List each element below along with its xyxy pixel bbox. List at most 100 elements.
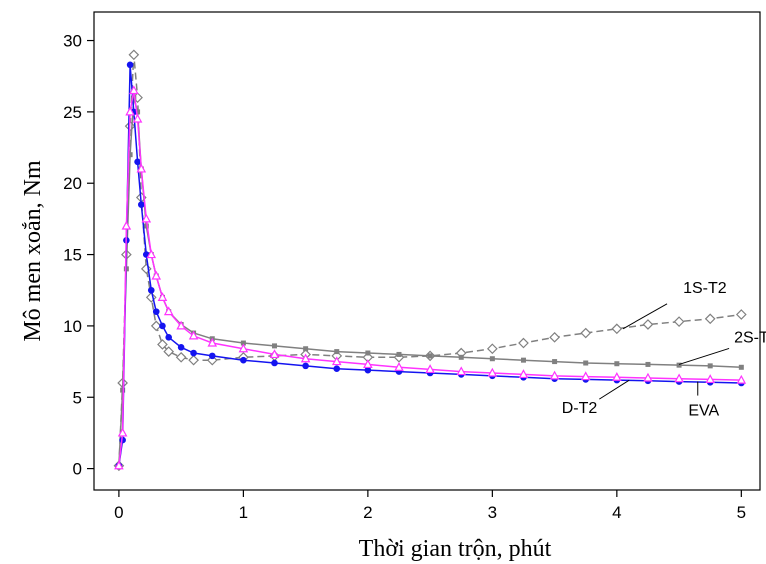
- data-point: [612, 372, 622, 381]
- data-point: [427, 353, 433, 359]
- series-2s-t2: [116, 95, 744, 469]
- data-point: [302, 362, 309, 370]
- x-tick-label: 5: [737, 503, 746, 522]
- x-tick-label: 2: [363, 503, 372, 522]
- data-point: [303, 346, 309, 352]
- data-point: [489, 356, 495, 362]
- x-tick-label: 3: [488, 503, 497, 522]
- data-point: [487, 367, 498, 377]
- data-point: [131, 95, 137, 101]
- series-layer: [113, 49, 747, 472]
- data-point: [456, 366, 467, 376]
- data-point: [707, 363, 713, 369]
- data-point: [549, 370, 560, 380]
- data-point: [331, 356, 342, 366]
- tick-layer: 0 1 2 3 4 5 0 5 10 15 20 25 30: [63, 32, 746, 522]
- data-point: [208, 352, 216, 360]
- series-1s-t2: [113, 49, 747, 472]
- data-point: [135, 109, 141, 115]
- data-point: [580, 371, 591, 381]
- data-point: [125, 106, 135, 116]
- data-point: [143, 223, 149, 229]
- annotation-leader: [678, 347, 730, 365]
- data-point: [396, 351, 402, 357]
- y-axis-title: Mô men xoắn, Nm: [20, 160, 46, 342]
- data-point: [300, 353, 311, 363]
- data-point: [240, 340, 246, 346]
- data-point: [146, 249, 157, 259]
- data-point: [736, 374, 747, 384]
- data-point: [136, 163, 147, 173]
- annotation-leader: [599, 379, 630, 400]
- data-point: [138, 201, 145, 208]
- data-point: [520, 357, 526, 363]
- data-point: [580, 327, 592, 339]
- data-point: [188, 354, 199, 366]
- series-line: [118, 97, 742, 466]
- data-point: [614, 361, 620, 367]
- series-d-t2: [115, 61, 745, 470]
- y-tick-label: 0: [73, 460, 82, 479]
- data-point: [364, 366, 372, 374]
- data-point: [157, 339, 168, 350]
- data-point: [365, 350, 371, 356]
- annotation-label: 1S-T2: [683, 280, 727, 297]
- data-point: [458, 354, 464, 360]
- x-tick-label: 1: [239, 503, 248, 522]
- data-point: [126, 61, 134, 69]
- data-point: [176, 320, 186, 330]
- data-point: [673, 316, 685, 327]
- data-point: [269, 349, 280, 359]
- data-point: [611, 323, 623, 335]
- annotation-label: EVA: [688, 403, 719, 420]
- data-point: [394, 362, 404, 371]
- plot-frame: [93, 11, 761, 491]
- y-tick-label: 10: [63, 317, 82, 336]
- data-point: [132, 113, 143, 123]
- data-point: [134, 158, 141, 166]
- data-point: [163, 346, 175, 357]
- annotation-layer: 1S-T2 2S-T2 D-T2 EVA: [562, 280, 766, 420]
- x-axis-title: Thời gian trộn, phút: [359, 536, 552, 562]
- annotation-label: 2S-T2: [734, 329, 766, 346]
- series-line: [118, 64, 742, 466]
- data-point: [159, 322, 166, 330]
- data-point: [177, 344, 185, 351]
- data-point: [175, 351, 187, 363]
- y-tick-label: 20: [63, 174, 82, 193]
- data-point: [583, 360, 589, 366]
- data-point: [120, 387, 126, 393]
- y-tick-label: 30: [63, 32, 82, 51]
- data-point: [333, 365, 341, 373]
- data-point: [117, 427, 128, 437]
- data-point: [128, 49, 140, 61]
- data-point: [642, 319, 654, 330]
- x-tick-label: 4: [612, 503, 621, 522]
- data-point: [271, 359, 278, 367]
- data-point: [121, 220, 132, 230]
- y-tick-label: 15: [63, 246, 82, 265]
- data-point: [147, 286, 155, 294]
- data-point: [334, 349, 340, 355]
- data-point: [141, 213, 152, 223]
- data-point: [425, 364, 435, 374]
- data-point: [163, 306, 174, 316]
- series-eva: [114, 85, 747, 470]
- data-point: [272, 343, 278, 349]
- data-point: [363, 359, 373, 369]
- series-line: [118, 90, 742, 466]
- annotation-leader: [622, 303, 668, 330]
- data-point: [114, 460, 124, 470]
- data-point: [549, 331, 560, 343]
- data-point: [190, 349, 197, 357]
- data-point: [129, 85, 139, 95]
- data-point: [151, 270, 162, 280]
- data-point: [518, 369, 529, 379]
- data-point: [238, 343, 249, 353]
- data-point: [643, 372, 653, 382]
- annotation-label: D-T2: [562, 400, 598, 417]
- data-point: [207, 337, 218, 347]
- data-point: [152, 308, 160, 315]
